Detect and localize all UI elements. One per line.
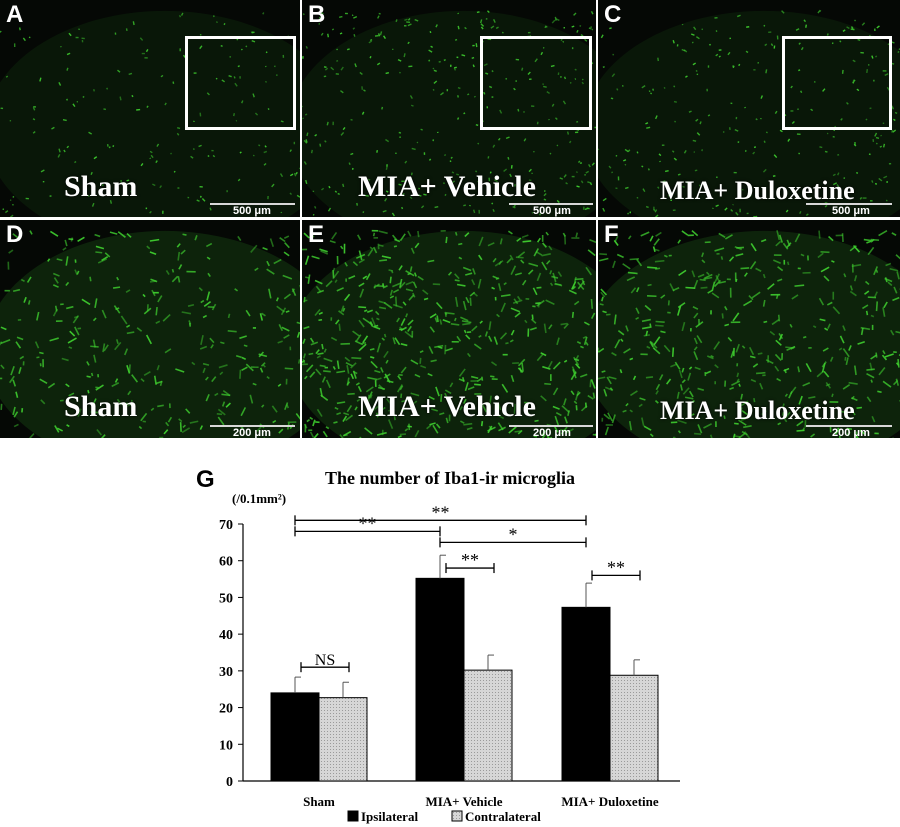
significance-label: * <box>509 524 518 544</box>
inset-box <box>185 36 296 130</box>
significance-label: NS <box>315 652 335 669</box>
bar-ipsilateral <box>270 692 320 782</box>
panel-caption: MIA+ Vehicle <box>358 390 536 423</box>
bar-contralateral <box>609 674 659 782</box>
panel-caption: Sham <box>64 170 138 203</box>
bar-contralateral <box>318 697 368 782</box>
x-tick-label: Sham <box>303 794 335 809</box>
scale-label: 200 μm <box>233 427 271 438</box>
y-tick-label: 70 <box>219 518 233 533</box>
panel-c: C MIA+ Duloxetine 500 μm <box>598 0 900 217</box>
scale-label: 200 μm <box>533 427 571 438</box>
significance-label: ** <box>359 513 377 533</box>
legend: Ipsilateral Contralateral <box>347 809 541 824</box>
panel-caption: MIA+ Duloxetine <box>660 396 855 425</box>
panel-letter: F <box>604 221 619 248</box>
bars <box>270 554 659 782</box>
bar-chart: The number of Iba1-ir microglia (/0.1mm²… <box>219 468 680 824</box>
panel-f: F MIA+ Duloxetine 200 μm <box>598 220 900 438</box>
scale-bar <box>806 203 892 205</box>
x-tick-label: MIA+ Vehicle <box>425 794 502 809</box>
panel-caption: Sham <box>64 390 138 423</box>
tissue-texture <box>0 220 300 438</box>
inset-box <box>782 36 892 130</box>
panel-letter: E <box>308 221 325 248</box>
significance-annotations: ******* **NS <box>294 502 641 673</box>
panel-a: A Sham 500 μm <box>0 0 300 217</box>
bar-ipsilateral <box>415 577 465 782</box>
chart-panel-letter: G <box>196 466 215 493</box>
y-axis-label: (/0.1mm²) <box>232 491 286 506</box>
legend-label-ipsilateral: Ipsilateral <box>361 809 418 824</box>
panel-letter: A <box>6 1 24 28</box>
scale-bar <box>806 425 892 427</box>
micrograph-grid: A Sham 500 μm B MIA+ Vehicle 500 μm C MI… <box>0 0 900 440</box>
panel-d: D Sham 200 μm <box>0 220 300 438</box>
chart-title: The number of Iba1-ir microglia <box>325 468 575 488</box>
significance-label: ** <box>607 557 625 577</box>
y-tick-label: 10 <box>219 738 233 753</box>
legend-label-contralateral: Contralateral <box>465 809 541 824</box>
panel-b: B MIA+ Vehicle 500 μm <box>302 0 596 217</box>
y-tick-label: 60 <box>219 555 233 570</box>
bar-contralateral <box>463 669 513 782</box>
legend-swatch-contralateral <box>451 810 463 822</box>
scale-label: 500 μm <box>533 205 571 217</box>
scale-bar <box>509 425 593 427</box>
scale-bar <box>210 203 295 205</box>
significance-label: ** <box>432 502 450 522</box>
y-tick-label: 0 <box>226 775 233 790</box>
panel-caption: MIA+ Duloxetine <box>660 176 855 205</box>
scale-bar <box>509 203 593 205</box>
scale-bar <box>210 425 295 427</box>
bar-ipsilateral <box>561 606 611 782</box>
panel-e: E MIA+ Vehicle 200 μm <box>302 220 596 438</box>
significance-label: ** <box>461 550 479 570</box>
x-tick-label: MIA+ Duloxetine <box>561 794 659 809</box>
y-tick-label: 50 <box>219 591 233 606</box>
y-tick-label: 30 <box>219 665 233 680</box>
panel-letter: B <box>308 1 326 28</box>
panel-letter: C <box>604 1 622 28</box>
y-tick-label: 20 <box>219 702 233 717</box>
panel-caption: MIA+ Vehicle <box>358 170 536 203</box>
scale-label: 500 μm <box>233 205 271 217</box>
panel-letter: D <box>6 221 24 248</box>
inset-box <box>480 36 592 130</box>
y-tick-label: 40 <box>219 628 233 643</box>
legend-swatch-ipsilateral <box>347 810 359 822</box>
scale-label: 500 μm <box>832 205 870 217</box>
scale-label: 200 μm <box>832 427 870 438</box>
